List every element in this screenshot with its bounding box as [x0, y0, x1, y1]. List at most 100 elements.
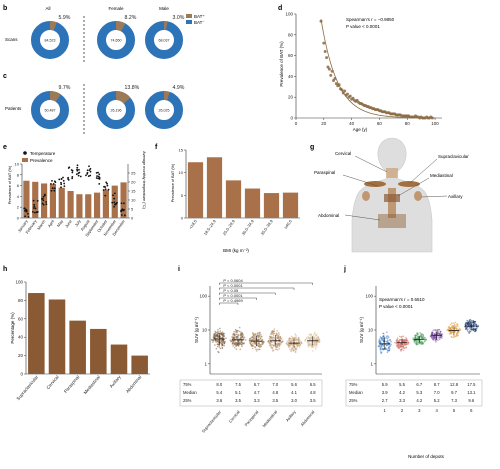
e-temp-point [53, 180, 56, 183]
e-temp-point [32, 207, 35, 209]
e-ytick-label-right: 25 [131, 171, 136, 176]
d-point [323, 49, 327, 53]
e-temp-point [104, 188, 107, 191]
j-table-cell: 5.2 [434, 398, 440, 403]
suv-point [468, 332, 470, 334]
suv-point [240, 341, 243, 344]
e-temp-point [78, 168, 80, 171]
suv-point [307, 344, 310, 347]
e-temp-point [27, 215, 30, 218]
suv-point [380, 345, 383, 347]
suv-point [274, 345, 277, 347]
e-temp-point [62, 176, 64, 179]
j-xtick-label: 1 [383, 408, 386, 413]
suv-point [432, 338, 435, 341]
e-xtick-label: April [47, 219, 56, 229]
f-ylabel: Prevalence of BAT (%) [171, 163, 175, 202]
suv-point [219, 347, 222, 350]
e-temp-point [35, 211, 38, 214]
e-temp-point [33, 203, 35, 206]
suv-point [294, 333, 296, 335]
i-table-row-label: 75% [183, 382, 192, 387]
panel-letter-j: j [343, 266, 346, 273]
suv-point [294, 351, 297, 354]
suv-point [425, 339, 427, 341]
d-point [325, 56, 329, 60]
suv-point [405, 346, 407, 349]
e-temp-point [32, 199, 35, 202]
suv-point [276, 346, 279, 349]
suv-point [279, 343, 282, 346]
suv-point [385, 335, 388, 338]
j-table-cell: 5.9 [382, 382, 388, 387]
axillary-depot-right [414, 191, 422, 201]
e-temp-point [95, 177, 98, 179]
e-temp-point [41, 198, 43, 200]
donuts-b: 5.9% 84,523 8.2% 74,650 3.0% 68,037 [31, 15, 185, 59]
suv-point [241, 332, 244, 335]
i-comparison-label: P = 0.0604 [223, 278, 243, 283]
suv-point [249, 337, 251, 340]
suv-point [271, 333, 274, 336]
h-xtick-label: Abdominal [125, 374, 142, 394]
suv-point [234, 328, 237, 331]
h-ytick-label: 80 [18, 298, 24, 303]
e-ytick-label-right: 10 [131, 198, 136, 203]
d-xtick-label: 80 [405, 121, 411, 126]
suv-point [251, 336, 254, 339]
i-xtick-label: Abdominal [299, 409, 315, 427]
panel-letter-d: d [278, 5, 282, 12]
f-xtick-label: 25.0–29.9 [222, 218, 237, 236]
suv-point [298, 340, 300, 343]
suv-point [281, 340, 284, 342]
suv-point [317, 336, 320, 339]
donut-pos-c2 [164, 91, 170, 101]
e-temp-point [112, 194, 114, 197]
i-bracket [219, 297, 257, 300]
suv-point [215, 335, 217, 338]
suv-point [305, 337, 308, 339]
panel-i: i 1 10 100 Supraclavicular Cervical Paraspina… [178, 266, 323, 434]
suv-point [474, 327, 477, 330]
suv-point [449, 323, 452, 326]
suv-point [449, 327, 452, 329]
e-bar [67, 191, 74, 218]
suv-point [455, 335, 457, 337]
panel-letter-f: f [155, 144, 158, 151]
suv-point [315, 344, 317, 346]
suv-point [261, 343, 264, 346]
suv-point [386, 337, 389, 340]
suv-point [219, 333, 222, 336]
e-temp-point [33, 205, 36, 208]
i-table-cell: 7.5 [235, 382, 241, 387]
e-temp-point [24, 209, 26, 212]
e-temp-point [111, 201, 114, 204]
h-bar [28, 293, 45, 374]
suv-point [278, 338, 281, 340]
suv-point [233, 343, 235, 345]
donut-center-label-c1: 26,196 [111, 109, 122, 113]
suv-point [431, 331, 434, 333]
d-xtick-label: 20 [321, 121, 327, 126]
j-table-cell: 2.7 [382, 398, 388, 403]
suv-point [296, 344, 299, 347]
suv-point [315, 346, 318, 348]
suv-point [238, 334, 240, 336]
j-axes: 1 10 100 75% 5.9 5.5 6.7 8.7 12.8 17.5 Median 3.9 4.… [345, 286, 483, 413]
suv-point [236, 344, 238, 347]
suv-point [216, 334, 218, 336]
suv-point [242, 343, 245, 345]
donut-center-label-c0: 50,487 [45, 109, 56, 113]
j-table-cell: 4.2 [399, 390, 405, 395]
suv-point [407, 343, 409, 346]
e-temp-point [105, 181, 108, 184]
j-table-row-label: Median [349, 390, 363, 395]
suv-point [287, 341, 290, 343]
suv-point [389, 345, 392, 347]
suv-point [254, 333, 257, 336]
suv-point [468, 319, 471, 322]
suv-point [405, 343, 408, 346]
suv-point [238, 340, 240, 342]
